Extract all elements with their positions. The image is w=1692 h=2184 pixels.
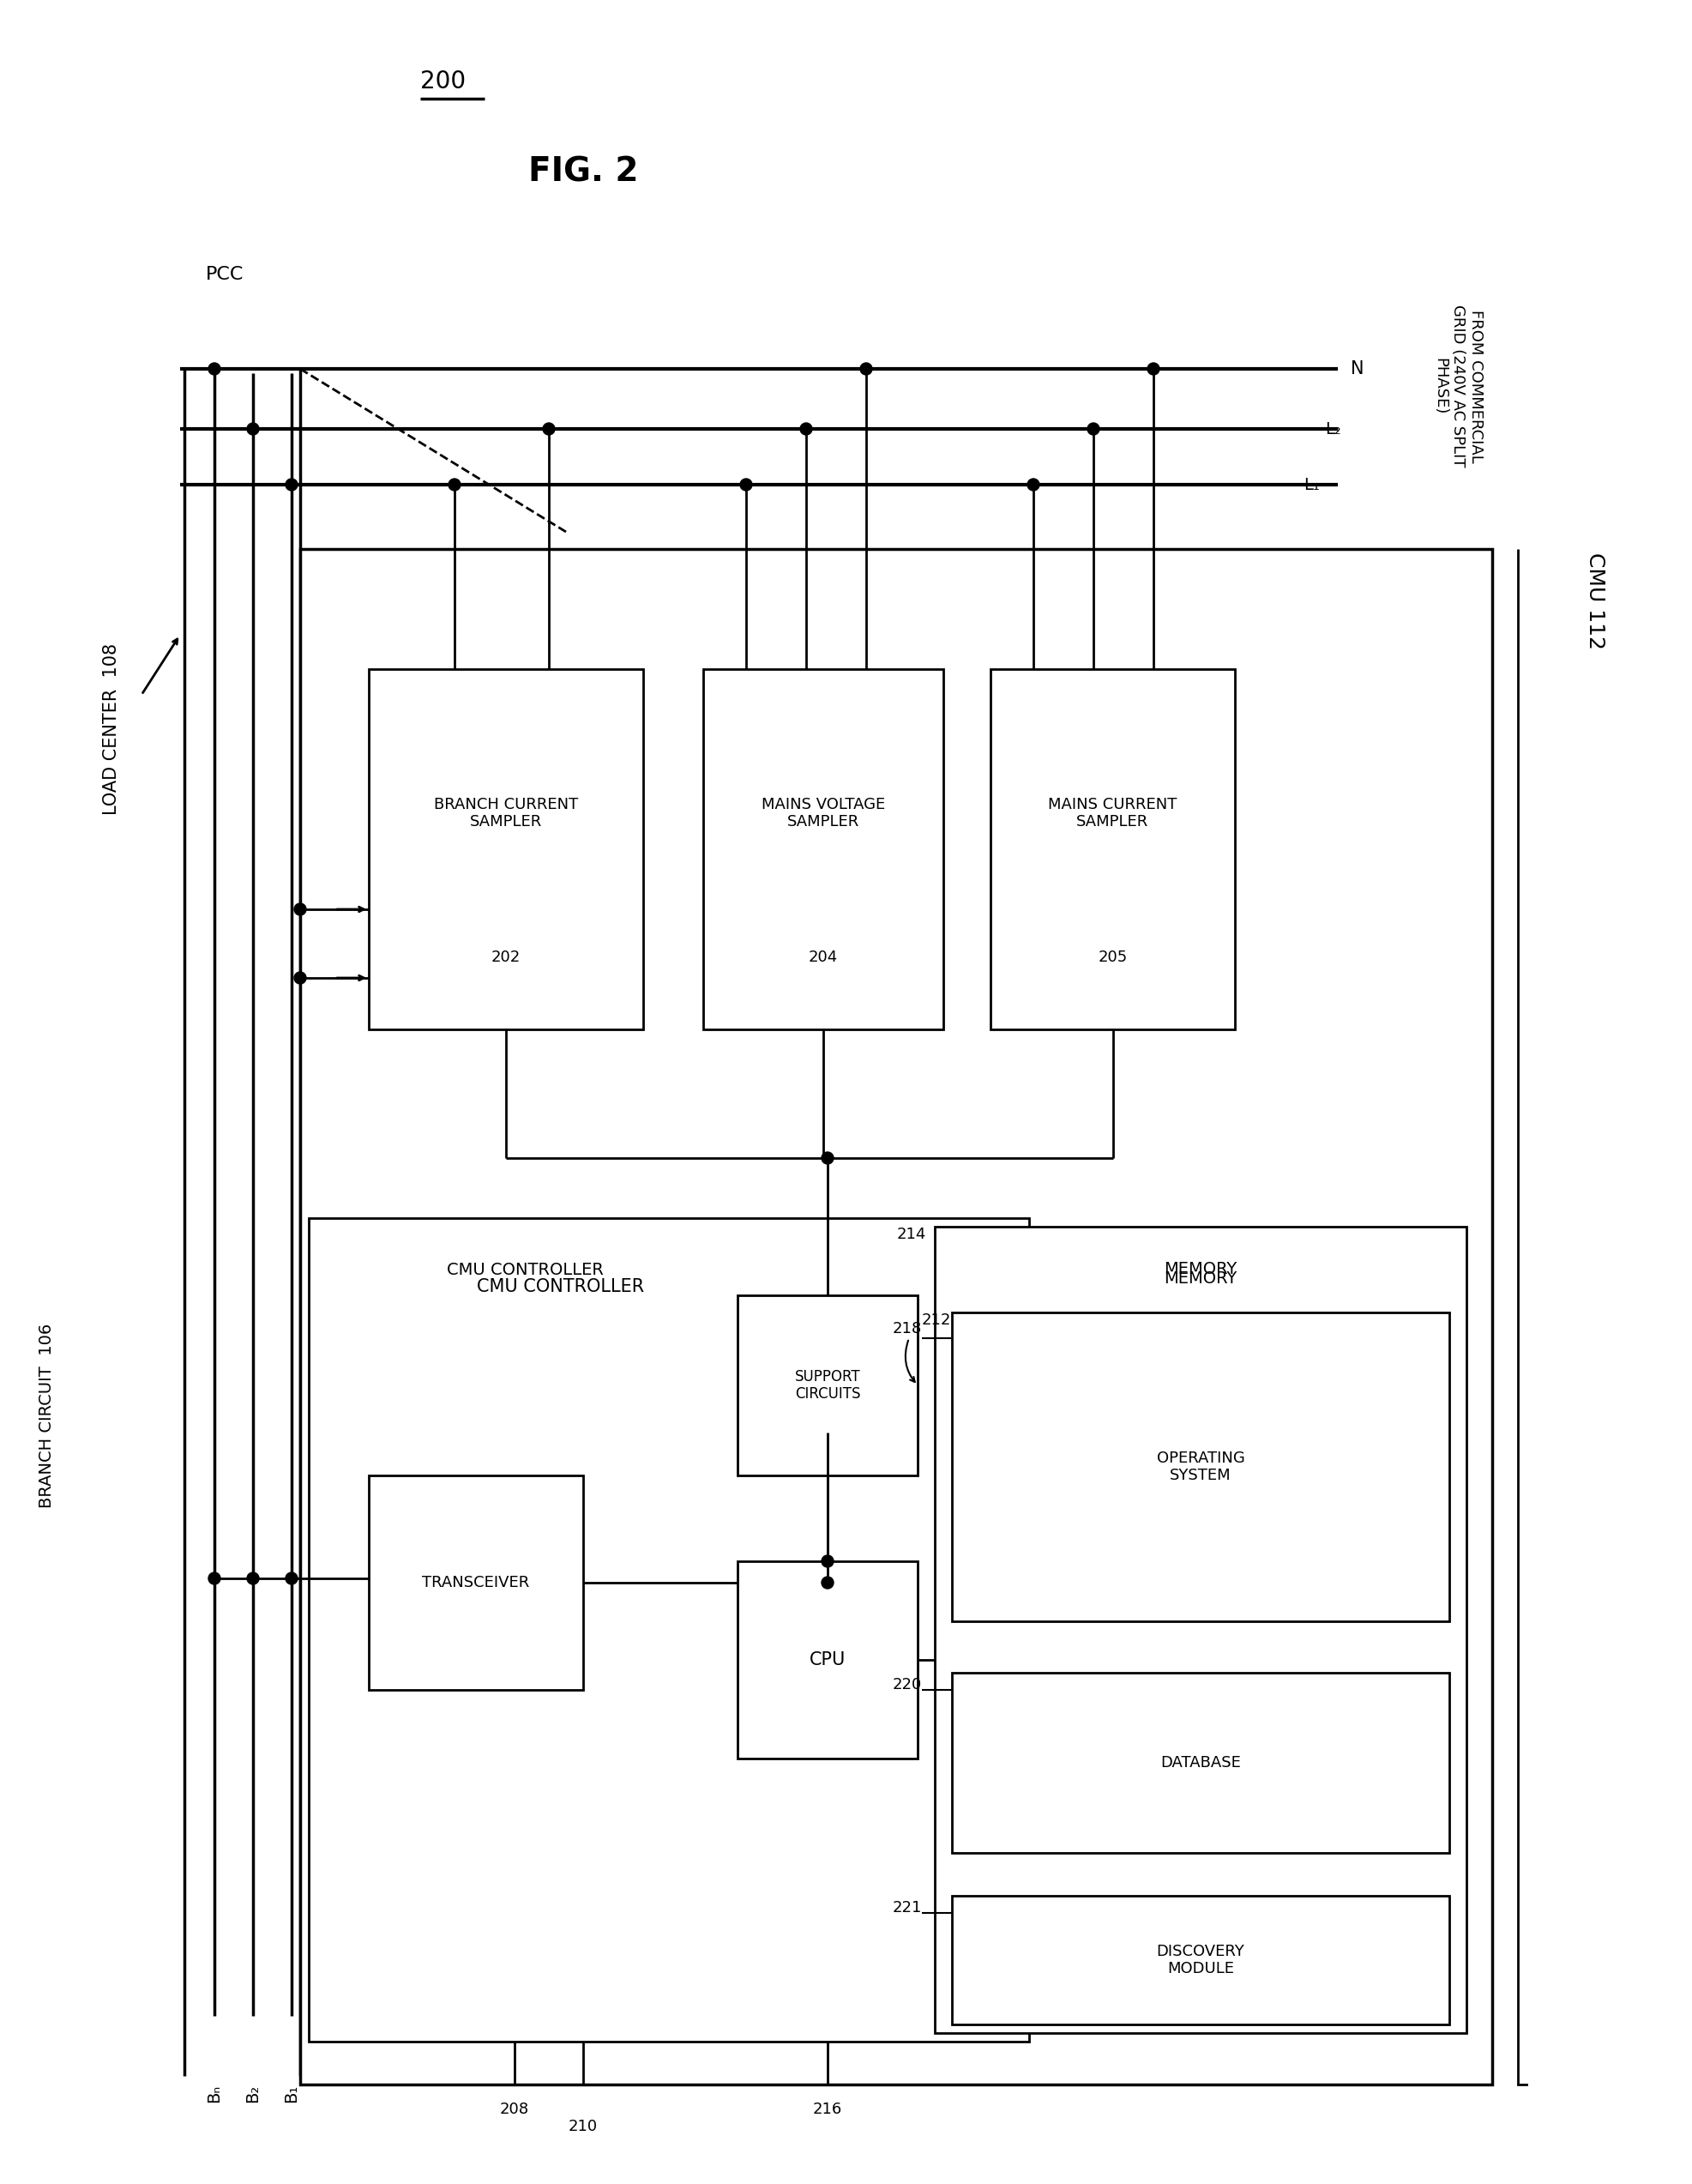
Bar (951, 1896, 1448, 2025)
Text: FIG. 2: FIG. 2 (528, 155, 638, 188)
Bar (369, 1476, 582, 1690)
Circle shape (286, 1572, 298, 1583)
Circle shape (208, 1572, 220, 1583)
Text: 210: 210 (569, 2118, 597, 2134)
Text: 208: 208 (499, 2101, 530, 2116)
Text: CMU 112: CMU 112 (1584, 553, 1604, 649)
Text: L₁: L₁ (1303, 476, 1320, 494)
Circle shape (821, 1555, 832, 1568)
Bar (738, 1295, 917, 1476)
Text: 205: 205 (1098, 950, 1127, 965)
Circle shape (821, 1577, 832, 1588)
Circle shape (1086, 424, 1098, 435)
Circle shape (1027, 478, 1039, 491)
Text: 214: 214 (897, 1227, 926, 1243)
Text: B₁: B₁ (283, 2084, 299, 2103)
Text: 204: 204 (809, 950, 838, 965)
Bar (308, 1219, 1029, 2042)
Circle shape (543, 424, 555, 435)
Circle shape (294, 904, 306, 915)
Circle shape (286, 478, 298, 491)
Text: 218: 218 (892, 1321, 922, 1337)
Bar (951, 1313, 1448, 1621)
Text: OPERATING
SYSTEM: OPERATING SYSTEM (1156, 1450, 1244, 1483)
Text: 202: 202 (491, 950, 521, 965)
Text: MEMORY: MEMORY (1164, 1271, 1237, 1286)
Bar (369, 668, 643, 1029)
Text: LOAD CENTER  108: LOAD CENTER 108 (103, 644, 120, 815)
Circle shape (247, 424, 259, 435)
Circle shape (821, 1151, 832, 1164)
Circle shape (860, 363, 871, 376)
Text: Bₙ: Bₙ (206, 2084, 222, 2103)
Text: BRANCH CURRENT
SAMPLER: BRANCH CURRENT SAMPLER (433, 797, 579, 830)
Text: 216: 216 (812, 2101, 843, 2116)
Text: SUPPORT
CIRCUITS: SUPPORT CIRCUITS (794, 1369, 860, 1402)
Text: TRANSCEIVER: TRANSCEIVER (421, 1575, 530, 1590)
Circle shape (448, 478, 460, 491)
Circle shape (739, 478, 751, 491)
Text: BRANCH CIRCUIT  106: BRANCH CIRCUIT 106 (39, 1324, 56, 1507)
Text: DISCOVERY
MODULE: DISCOVERY MODULE (1156, 1944, 1244, 1977)
Text: MAINS CURRENT
SAMPLER: MAINS CURRENT SAMPLER (1047, 797, 1176, 830)
Text: MEMORY: MEMORY (1164, 1260, 1237, 1278)
Text: CPU: CPU (809, 1651, 846, 1669)
Text: PCC: PCC (206, 266, 244, 284)
Bar (951, 1673, 1448, 1852)
Text: 221: 221 (892, 1900, 922, 1915)
Circle shape (208, 363, 220, 376)
Text: CMU CONTROLLER: CMU CONTROLLER (447, 1262, 602, 1278)
Circle shape (800, 424, 812, 435)
Bar (702, 668, 942, 1029)
Text: CMU CONTROLLER: CMU CONTROLLER (477, 1278, 645, 1295)
Bar (738, 1562, 917, 1758)
Bar (934, 1227, 1465, 2033)
Text: L₂: L₂ (1325, 422, 1340, 437)
Circle shape (294, 972, 306, 985)
Text: 220: 220 (892, 1677, 922, 1693)
Circle shape (1147, 363, 1159, 376)
Text: DATABASE: DATABASE (1159, 1756, 1240, 1771)
Text: MAINS VOLTAGE
SAMPLER: MAINS VOLTAGE SAMPLER (761, 797, 885, 830)
Text: N: N (1350, 360, 1364, 378)
Circle shape (247, 1572, 259, 1583)
Text: B₂: B₂ (245, 2084, 261, 2103)
Text: 212: 212 (922, 1313, 951, 1328)
Bar (990, 668, 1233, 1029)
Bar (299, 548, 1491, 2084)
Text: 200: 200 (420, 70, 465, 94)
Text: FROM COMMERCIAL
GRID (240V AC SPLIT
PHASE): FROM COMMERCIAL GRID (240V AC SPLIT PHAS… (1431, 306, 1482, 467)
